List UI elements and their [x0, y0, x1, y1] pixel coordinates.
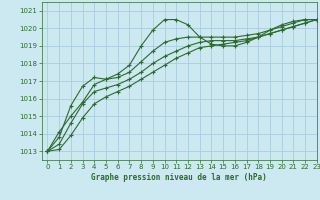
X-axis label: Graphe pression niveau de la mer (hPa): Graphe pression niveau de la mer (hPa) [91, 173, 267, 182]
